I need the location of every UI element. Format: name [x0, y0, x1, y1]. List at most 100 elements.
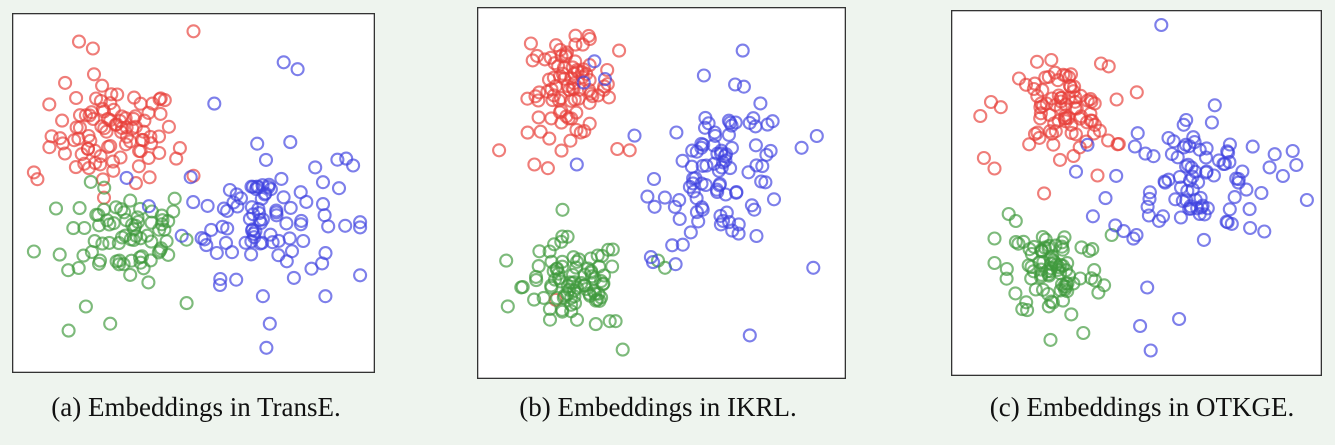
data-point-green	[588, 317, 603, 332]
data-point-blue	[708, 128, 723, 143]
scatter-points	[973, 17, 1314, 358]
data-point-red	[128, 109, 143, 124]
data-point-red	[53, 131, 68, 146]
data-point-green	[544, 278, 559, 293]
data-point-blue	[258, 186, 273, 201]
data-point-green	[1027, 239, 1042, 254]
data-point-blue	[1257, 224, 1272, 239]
data-point-red	[110, 87, 125, 102]
data-point-red	[527, 157, 542, 172]
data-point-red	[26, 165, 41, 180]
data-point-green	[95, 236, 110, 251]
data-point-blue	[669, 125, 684, 140]
data-point-blue	[1179, 159, 1194, 174]
caption-otkge: (c) Embeddings in OTKGE.	[989, 392, 1295, 422]
data-point-blue	[1146, 149, 1161, 164]
data-point-blue	[746, 111, 761, 126]
data-point-blue	[1243, 220, 1258, 236]
scatter-plot-otkge	[951, 10, 1322, 376]
data-point-blue	[753, 96, 768, 111]
data-point-green	[1074, 240, 1089, 255]
data-point-green	[1055, 242, 1070, 257]
data-point-green	[550, 261, 565, 276]
data-point-green	[96, 202, 111, 217]
data-point-blue	[174, 228, 189, 243]
data-point-blue	[646, 171, 662, 187]
data-point-red	[1053, 90, 1068, 106]
data-point-blue	[1170, 150, 1185, 165]
data-point-green	[987, 255, 1002, 271]
data-point-red	[1061, 90, 1076, 105]
data-point-blue	[321, 219, 336, 234]
data-point-blue	[794, 140, 809, 155]
data-point-blue	[1184, 160, 1199, 175]
data-point-green	[588, 286, 603, 301]
data-point-blue	[1186, 130, 1201, 145]
data-point-red	[42, 97, 57, 112]
data-point-blue	[283, 200, 298, 215]
data-point-blue	[728, 77, 743, 92]
data-point-blue	[283, 135, 298, 150]
data-point-blue	[1133, 318, 1148, 334]
data-point-blue	[728, 115, 743, 130]
data-point-blue	[1204, 115, 1219, 130]
data-point-blue	[222, 182, 237, 198]
data-point-red	[1064, 117, 1079, 132]
data-point-blue	[806, 260, 821, 275]
data-point-green	[550, 290, 565, 306]
data-point-green	[102, 217, 117, 232]
data-point-red	[552, 69, 568, 84]
data-point-green	[546, 264, 561, 279]
data-point-green	[1087, 263, 1102, 278]
data-point-red	[86, 67, 102, 82]
data-point-red	[983, 94, 999, 110]
data-point-blue	[1222, 202, 1237, 217]
data-point-red	[1090, 168, 1105, 183]
data-point-blue	[1262, 160, 1277, 175]
data-point-blue	[1126, 231, 1141, 246]
data-point-green	[123, 267, 138, 282]
data-point-blue	[640, 189, 655, 204]
data-point-blue	[683, 225, 698, 240]
data-point-blue	[763, 143, 778, 158]
data-point-blue	[244, 200, 259, 215]
data-point-green	[87, 234, 102, 249]
data-point-blue	[1220, 215, 1235, 230]
data-point-green	[103, 316, 118, 331]
data-point-green	[596, 268, 612, 283]
data-point-blue	[1176, 140, 1191, 155]
data-point-red	[71, 34, 87, 49]
data-point-green	[1008, 286, 1023, 301]
data-point-blue	[597, 72, 613, 87]
data-point-red	[1029, 54, 1045, 69]
data-point-red	[103, 138, 118, 154]
scatter-plot-ikrl	[477, 7, 846, 379]
data-point-blue	[1127, 139, 1142, 154]
data-point-blue	[672, 193, 687, 208]
data-point-red	[1046, 137, 1061, 152]
data-point-blue	[212, 277, 228, 293]
data-point-blue	[330, 152, 345, 167]
data-point-red	[55, 113, 70, 128]
data-point-green	[555, 202, 570, 217]
data-point-blue	[286, 270, 301, 285]
data-point-green	[179, 296, 194, 311]
data-point-green	[542, 301, 557, 317]
data-point-blue	[1080, 137, 1095, 152]
data-point-blue	[697, 120, 713, 135]
data-point-blue	[1206, 168, 1221, 183]
data-point-blue	[290, 62, 305, 77]
data-point-green	[116, 257, 131, 272]
data-point-red	[136, 133, 151, 148]
data-point-green	[1008, 213, 1023, 229]
data-point-blue	[723, 161, 738, 176]
data-point-green	[1064, 307, 1079, 322]
data-point-green	[555, 229, 570, 244]
data-point-red	[93, 157, 108, 172]
data-point-red	[528, 89, 543, 104]
data-point-red	[600, 62, 615, 78]
data-point-blue	[675, 237, 690, 252]
data-point-blue	[346, 158, 361, 173]
data-point-red	[582, 95, 597, 110]
data-point-green	[999, 271, 1014, 286]
